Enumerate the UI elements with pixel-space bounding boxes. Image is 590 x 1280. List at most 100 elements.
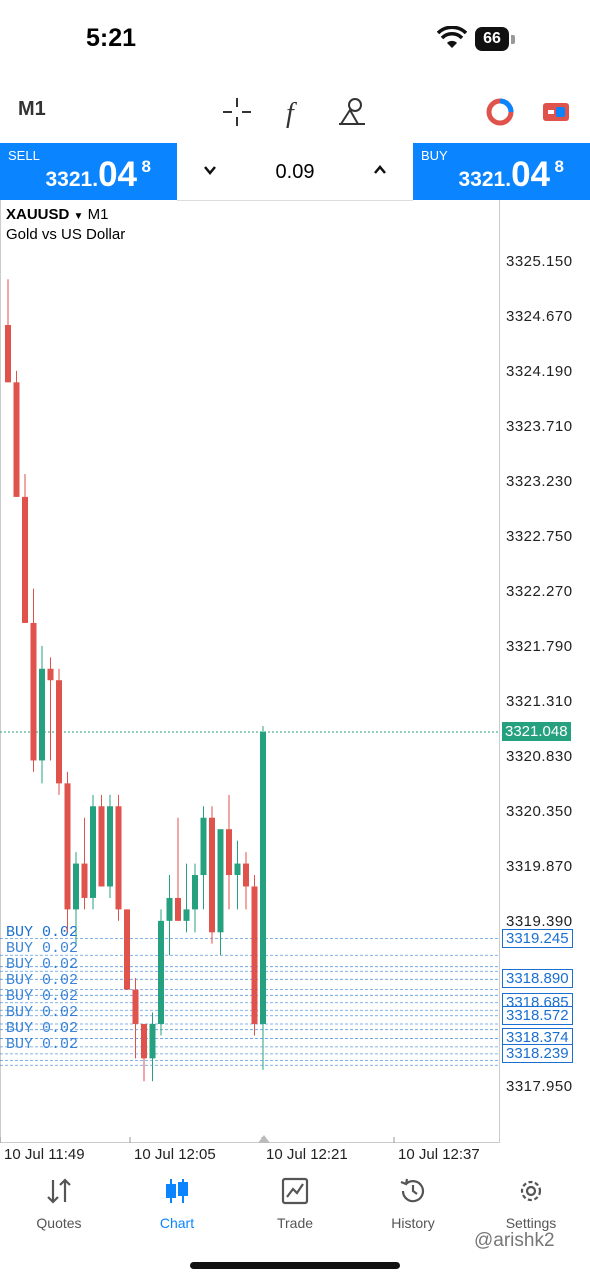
nav-trade-label: Trade	[276, 1215, 314, 1231]
nav-chart[interactable]: Chart	[118, 1172, 236, 1242]
current-price-tag: 3321.048	[502, 722, 571, 742]
order-label[interactable]: BUY 0.02	[6, 956, 78, 973]
sell-label: SELL	[8, 148, 40, 163]
order-label[interactable]: BUY 0.02	[6, 940, 78, 957]
lot-input[interactable]: 0.09	[275, 161, 315, 183]
time-axis-label: 10 Jul 12:21	[266, 1146, 348, 1163]
candle-body	[209, 817, 215, 933]
nav-settings[interactable]: Settings	[472, 1172, 590, 1242]
symbol-header[interactable]: XAUUSD ▼ M1	[6, 206, 108, 223]
price-axis-label: 3321.310	[506, 693, 573, 710]
buy-price-sup: 8	[554, 157, 564, 176]
buy-button[interactable]: BUY 3321.04 8	[413, 143, 590, 200]
price-axis-label: 3322.270	[506, 583, 573, 600]
buy-price-big: 04	[511, 155, 550, 194]
sell-price-small: 3321.	[45, 168, 99, 191]
price-axis-label: 3320.830	[506, 748, 573, 765]
price-axis-label: 3317.950	[506, 1078, 573, 1095]
order-level-tag[interactable]: 3318.890	[502, 969, 573, 989]
trade-icon	[281, 1177, 309, 1205]
nav-history-label: History	[391, 1215, 435, 1231]
candle-body	[192, 875, 198, 910]
sell-button[interactable]: SELL 3321.04 8	[0, 143, 177, 200]
price-axis-label: 3324.670	[506, 308, 573, 325]
chart-toolbar: M1 f	[0, 88, 590, 136]
chart-icon	[166, 1179, 188, 1203]
candle-body	[158, 920, 164, 1024]
buy-price-small: 3321.	[458, 168, 512, 191]
price-axis-label: 3322.750	[506, 528, 573, 545]
candle-body	[81, 863, 88, 898]
bottom-navigation: Quotes Chart Trade History Settings	[0, 1172, 590, 1242]
battery-tip	[511, 35, 515, 44]
candle-body	[98, 806, 105, 887]
one-click-trading-icon[interactable]	[484, 96, 516, 128]
price-axis-label: 3325.150	[506, 253, 573, 270]
candle-body	[124, 909, 130, 990]
trade-panel-icon[interactable]	[540, 96, 572, 128]
chevron-down-icon[interactable]	[203, 163, 217, 177]
order-level-tag[interactable]: 3319.245	[502, 928, 573, 948]
price-axis-label: 3323.230	[506, 473, 573, 490]
price-chart[interactable]: BUY 0.02 BUY 0.02 BUY 0.02 BUY 0.02 BUY 0.02…	[0, 200, 590, 1170]
order-level-tag[interactable]: 3318.239	[502, 1043, 573, 1063]
candle-body	[166, 897, 173, 921]
candle-body	[226, 829, 232, 876]
buy-price: 3321.04 8	[458, 155, 565, 195]
chart-frame	[0, 200, 500, 1143]
symbol-dropdown-icon: ▼	[73, 211, 84, 222]
sell-price-big: 04	[98, 155, 137, 194]
candle-body	[47, 668, 54, 681]
candle-body	[13, 382, 20, 497]
symbol-timeframe: M1	[87, 206, 109, 223]
quotes-icon	[47, 1178, 71, 1204]
candle-body	[64, 783, 71, 910]
candle-body	[183, 909, 190, 921]
price-axis-label: 3320.350	[506, 803, 573, 820]
buy-label: BUY	[421, 148, 448, 163]
candle-body	[56, 680, 62, 784]
home-indicator[interactable]	[190, 1262, 400, 1269]
crosshair-icon[interactable]	[221, 96, 253, 128]
candle-body	[260, 732, 266, 1024]
status-time: 5:21	[86, 24, 137, 52]
order-level-tag[interactable]: 3318.572	[502, 1005, 573, 1025]
candle-body	[149, 1023, 156, 1059]
candle-body	[90, 806, 96, 898]
battery-icon: 66	[475, 27, 509, 51]
order-label[interactable]: BUY 0.02	[6, 988, 78, 1005]
candle-body	[5, 325, 11, 383]
candle-body	[115, 806, 122, 910]
price-axis-label: 3324.190	[506, 363, 573, 380]
order-label[interactable]: BUY 0.02	[6, 1036, 78, 1053]
sell-price-sup: 8	[141, 157, 151, 176]
order-label[interactable]: BUY 0.02	[6, 924, 78, 941]
timeframe-button[interactable]: M1	[18, 98, 46, 120]
price-axis-label: 3319.870	[506, 858, 573, 875]
time-axis-label: 10 Jul 12:05	[134, 1146, 216, 1163]
nav-quotes[interactable]: Quotes	[0, 1172, 118, 1242]
indicators-icon[interactable]: f	[278, 96, 310, 128]
symbol-description: Gold vs US Dollar	[6, 226, 126, 243]
settings-icon	[520, 1180, 542, 1202]
trade-panel: SELL 3321.04 8 0.09 BUY 3321.04 8	[0, 143, 590, 201]
history-icon	[400, 1178, 425, 1203]
price-axis-label: 3323.710	[506, 418, 573, 435]
objects-icon[interactable]	[336, 96, 368, 128]
chart-shift-marker[interactable]	[258, 1135, 270, 1143]
candle-body	[132, 989, 139, 1024]
chevron-up-icon[interactable]	[373, 163, 387, 177]
nav-settings-label: Settings	[505, 1215, 557, 1231]
price-axis-label: 3321.790	[506, 638, 573, 655]
order-label[interactable]: BUY 0.02	[6, 972, 78, 989]
wifi-icon	[437, 26, 467, 48]
candle-body	[175, 897, 181, 921]
nav-history[interactable]: History	[354, 1172, 472, 1242]
watermark: @arishk2	[474, 1230, 555, 1251]
order-level-tag[interactable]: 3318.374	[502, 1028, 573, 1048]
order-label[interactable]: BUY 0.02	[6, 1004, 78, 1021]
candle-body	[243, 863, 249, 887]
nav-trade[interactable]: Trade	[236, 1172, 354, 1242]
order-label[interactable]: BUY 0.02	[6, 1020, 78, 1037]
